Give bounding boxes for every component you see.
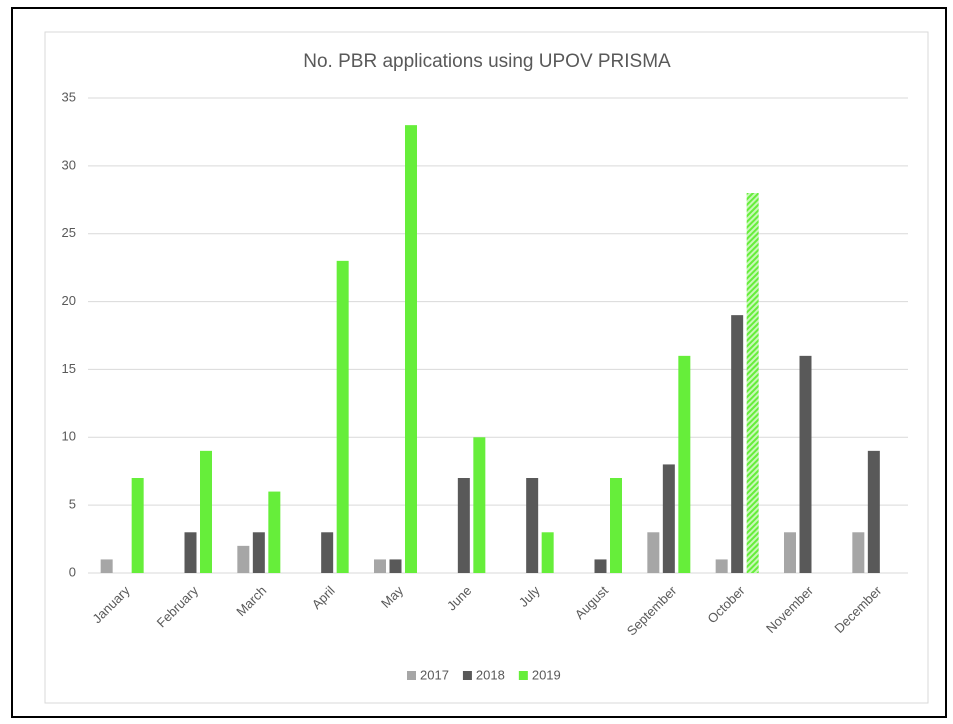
bar [389,559,402,573]
bar [610,478,622,573]
bar [662,464,675,573]
chart-title: No. PBR applications using UPOV PRISMA [303,51,671,72]
bar [852,532,865,573]
legend-label: 2017 [420,667,449,682]
bar [457,478,470,573]
bar [731,315,744,573]
bar [715,559,728,573]
bar [131,478,144,573]
legend-swatch [518,671,528,680]
y-tick-label: 20 [62,293,76,308]
y-tick-label: 30 [62,157,76,172]
bar [541,532,554,573]
bar [799,355,812,573]
legend-swatch [462,671,472,680]
bar [374,559,386,573]
bar [784,532,796,573]
y-tick-label: 10 [62,429,76,444]
bar [184,532,197,573]
bar [867,450,880,573]
outer-frame [11,7,947,718]
bar [321,532,334,573]
y-tick-label: 35 [62,89,76,104]
bar [647,532,660,573]
chart-area [44,31,929,704]
bar [252,532,265,573]
bar [526,478,539,573]
y-tick-label: 0 [69,564,76,579]
bar [100,559,113,573]
y-tick-label: 25 [62,225,76,240]
legend-swatch [407,671,416,680]
legend-label: 2019 [532,667,561,682]
bar [268,491,281,573]
bar [405,125,417,574]
bar [200,450,212,573]
bar [237,545,250,573]
bar [594,559,607,573]
y-tick-label: 15 [62,361,76,376]
y-tick-label: 5 [69,497,76,512]
bar [746,193,759,573]
bar [336,260,349,573]
legend-label: 2018 [476,667,505,682]
bar [678,355,691,573]
bar [473,437,486,573]
